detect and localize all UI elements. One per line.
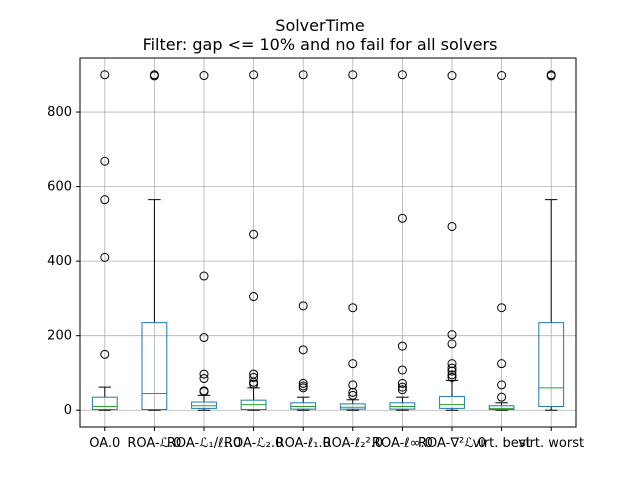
outlier-point (199, 374, 209, 384)
x-tick-label: ROA-ℓ₁.0 (276, 436, 331, 451)
chart-title: SolverTime (275, 16, 365, 35)
box-iqr (339, 403, 366, 410)
outlier-point (447, 339, 457, 349)
outlier-point (100, 195, 110, 205)
outlier-point (100, 252, 110, 262)
outlier-point (447, 359, 457, 369)
outlier-point (249, 70, 259, 80)
outlier-point (447, 366, 457, 376)
outlier-point (397, 382, 407, 392)
outlier-point (298, 378, 308, 388)
outlier-point (199, 71, 209, 81)
x-tick-label: ROA-ℓ∞.0 (372, 436, 433, 451)
box-iqr (191, 401, 217, 409)
outlier-point (497, 392, 507, 402)
outlier-point (497, 71, 507, 81)
outlier-point (298, 301, 308, 311)
box-group (488, 71, 515, 411)
outlier-point (397, 365, 407, 375)
box-group (439, 71, 465, 411)
outlier-point (100, 156, 110, 166)
x-tick-label: OA.0 (89, 436, 120, 451)
box-group (290, 70, 317, 411)
chart-subtitle: Filter: gap <= 10% and no fail for all s… (142, 35, 498, 54)
box-iqr (389, 402, 416, 410)
outlier-point (447, 71, 457, 81)
outlier-point (249, 369, 259, 379)
outlier-point (447, 363, 457, 373)
outlier-point (100, 349, 110, 359)
outlier-point (199, 386, 209, 396)
outlier-point (199, 369, 209, 379)
outlier-point (298, 70, 308, 80)
x-tick-label: ROA-ℓ₂².0 (323, 436, 384, 451)
outlier-point (348, 380, 358, 390)
y-tick-label: 600 (47, 180, 72, 195)
x-tick-label: ROA-ℒ.0 (127, 436, 181, 451)
outlier-point (447, 372, 457, 382)
outlier-point (447, 330, 457, 340)
box-iqr (538, 322, 565, 407)
outlier-point (348, 70, 358, 80)
grid-layer (80, 58, 576, 427)
x-tick-label: ROA-ℒ₂.0 (224, 436, 283, 451)
box-group (240, 70, 267, 411)
box-group (339, 70, 366, 411)
x-tick-label: virt. worst (518, 436, 584, 451)
box-group (191, 71, 217, 411)
x-tick-label: ROA-∇²ℒ.0 (418, 436, 486, 451)
outlier-point (298, 345, 308, 355)
y-tick-label: 400 (47, 254, 72, 269)
outlier-point (497, 359, 507, 369)
box-group (91, 70, 118, 411)
outlier-point (397, 385, 407, 395)
outlier-point (249, 292, 259, 302)
box-iqr (488, 405, 515, 410)
axis-layer: 0 200 400 600 800 OA.0 ROA-ℒ.0ROA-ℒ₁/ℓ₁.0ROA-ℒ… (47, 105, 584, 451)
outlier-point (348, 387, 358, 397)
y-tick-label: 800 (47, 105, 72, 120)
outlier-point (397, 213, 407, 223)
outlier-point (447, 370, 457, 380)
box-group (538, 70, 565, 411)
x-tick-label: virt. best (473, 436, 531, 451)
y-tick-label: 200 (47, 329, 72, 344)
outlier-point (298, 381, 308, 391)
box-iqr (141, 322, 168, 410)
outlier-point (497, 303, 507, 313)
outlier-point (348, 359, 358, 369)
y-tick-label: 0 (64, 403, 72, 418)
outlier-point (546, 70, 556, 80)
box-group (389, 70, 416, 411)
x-tick-label: ROA-ℒ₁/ℓ₁.0 (167, 436, 241, 451)
box-iqr (91, 396, 118, 410)
outlier-point (149, 70, 159, 80)
box-iqr (290, 402, 317, 410)
outlier-point (397, 378, 407, 388)
outlier-point (397, 341, 407, 351)
outlier-point (348, 303, 358, 313)
box-group (141, 70, 168, 411)
plot-area-frame (79, 57, 577, 428)
outlier-point (348, 390, 358, 400)
outlier-point (249, 372, 259, 382)
outlier-point (497, 380, 507, 390)
outlier-point (397, 70, 407, 80)
outlier-point (199, 333, 209, 343)
outlier-point (100, 70, 110, 80)
outlier-point (199, 271, 209, 281)
box-layer (91, 70, 565, 411)
outlier-point (447, 221, 457, 231)
outlier-point (249, 229, 259, 239)
box-iqr (439, 395, 465, 409)
